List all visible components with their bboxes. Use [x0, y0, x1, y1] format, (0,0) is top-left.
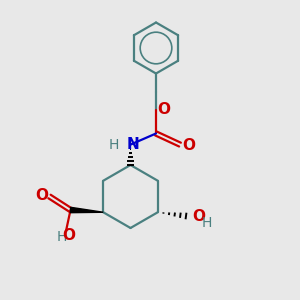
Text: O: O: [182, 138, 195, 153]
Text: H: H: [56, 230, 67, 244]
Polygon shape: [70, 207, 103, 213]
Text: N: N: [127, 137, 140, 152]
Text: H: H: [109, 138, 119, 152]
Text: O: O: [35, 188, 49, 203]
Text: O: O: [62, 228, 76, 243]
Text: O: O: [192, 209, 205, 224]
Text: H: H: [202, 216, 212, 230]
Text: O: O: [157, 102, 170, 117]
